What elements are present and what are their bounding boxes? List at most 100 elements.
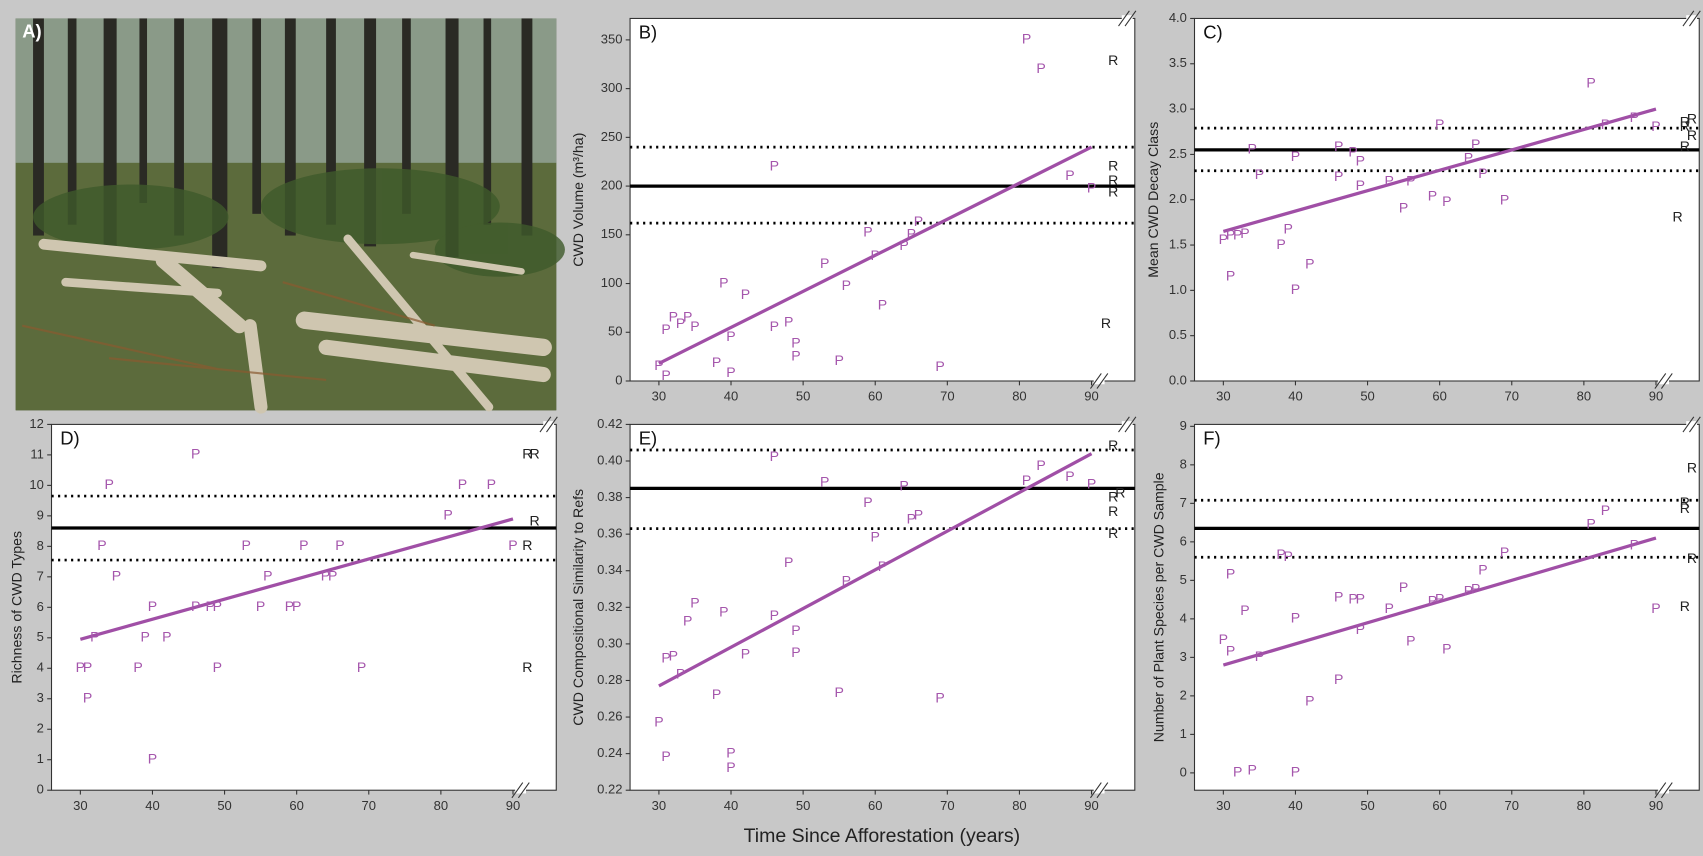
point: P xyxy=(1428,188,1437,204)
point: R xyxy=(1108,172,1118,188)
point: P xyxy=(899,477,908,493)
x-tick-label: 90 xyxy=(1084,798,1098,813)
y-tick-label: 0.24 xyxy=(597,745,622,760)
y-tick-label: 0.0 xyxy=(1169,372,1187,387)
point: P xyxy=(357,659,366,675)
axis-break xyxy=(511,782,524,799)
x-tick-label: 40 xyxy=(724,798,738,813)
x-tick-label: 70 xyxy=(1505,798,1519,813)
point: P xyxy=(661,367,670,383)
x-tick-label: 60 xyxy=(868,389,882,404)
point: P xyxy=(1065,167,1074,183)
point: R xyxy=(1108,503,1118,519)
y-tick-label: 3 xyxy=(37,690,44,705)
point: R xyxy=(1673,209,1683,225)
y-axis-label: Mean CWD Decay Class xyxy=(1145,122,1161,278)
point: P xyxy=(90,629,99,645)
point: P xyxy=(791,347,800,363)
point: P xyxy=(1435,590,1444,606)
y-tick-label: 12 xyxy=(29,416,43,431)
point: R xyxy=(1680,113,1690,129)
axis-break xyxy=(1682,416,1695,433)
point: P xyxy=(1022,472,1031,488)
y-tick-label: 3.0 xyxy=(1169,101,1187,116)
point: P xyxy=(726,364,735,380)
point: P xyxy=(133,659,142,675)
point: P xyxy=(1601,502,1610,518)
point: P xyxy=(1348,590,1357,606)
plot-area xyxy=(50,423,557,791)
x-tick-label: 70 xyxy=(940,389,954,404)
y-tick-label: 9 xyxy=(37,507,44,522)
point: R xyxy=(1687,111,1697,127)
y-tick-label: 2.0 xyxy=(1169,191,1187,206)
point: R xyxy=(1687,550,1697,566)
point: P xyxy=(784,313,793,329)
y-tick-label: 3.5 xyxy=(1169,55,1187,70)
point: P xyxy=(719,604,728,620)
point: P xyxy=(863,494,872,510)
point: P xyxy=(191,446,200,462)
y-axis-label: CWD Volume (m³/ha) xyxy=(570,133,586,267)
axis-break xyxy=(1654,782,1667,799)
point: P xyxy=(1036,60,1045,76)
y-tick-label: 1.0 xyxy=(1169,282,1187,297)
axis-break xyxy=(539,416,552,433)
point: P xyxy=(1226,565,1235,581)
point: P xyxy=(1233,227,1242,243)
point: P xyxy=(292,598,301,614)
x-tick-label: 80 xyxy=(1012,798,1026,813)
point: P xyxy=(935,689,944,705)
point: P xyxy=(1478,165,1487,181)
point: R xyxy=(1108,437,1118,453)
panel-label: D) xyxy=(60,427,79,448)
point: P xyxy=(784,554,793,570)
axis-break xyxy=(1124,10,1137,27)
axis-break xyxy=(1096,373,1109,389)
axis-break xyxy=(1121,421,1133,428)
point: P xyxy=(458,476,467,492)
y-tick-label: 11 xyxy=(30,446,44,461)
x-tick-label: 90 xyxy=(506,798,520,813)
point: P xyxy=(1036,457,1045,473)
point: P xyxy=(1255,648,1264,664)
point: P xyxy=(1428,592,1437,608)
point: R xyxy=(1108,488,1118,504)
x-tick-label: 80 xyxy=(1577,798,1591,813)
point: P xyxy=(741,286,750,302)
axis-break xyxy=(1118,10,1130,27)
y-tick-label: 3 xyxy=(1180,649,1187,664)
axis-break xyxy=(1689,416,1701,433)
point: P xyxy=(1284,548,1293,564)
point: P xyxy=(712,686,721,702)
point: R xyxy=(1108,52,1118,68)
point: P xyxy=(726,759,735,775)
y-tick-label: 6 xyxy=(1180,533,1187,548)
y-tick-label: 4 xyxy=(37,660,44,675)
x-tick-label: 90 xyxy=(1649,389,1663,404)
x-tick-label: 30 xyxy=(652,798,666,813)
y-tick-label: 2.5 xyxy=(1169,146,1187,161)
point: R xyxy=(1687,127,1697,143)
axis-break xyxy=(543,421,555,428)
axis-break xyxy=(1658,377,1670,385)
point: P xyxy=(1630,536,1639,552)
point: P xyxy=(1399,579,1408,595)
point: P xyxy=(83,659,92,675)
y-tick-label: 50 xyxy=(608,324,622,339)
x-tick-label: 30 xyxy=(652,389,666,404)
point: P xyxy=(661,649,670,665)
point: P xyxy=(1276,236,1285,252)
point: P xyxy=(770,607,779,623)
point: P xyxy=(907,510,916,526)
point: P xyxy=(683,613,692,629)
plot-area xyxy=(1193,423,1700,791)
point: P xyxy=(205,598,214,614)
axis-break xyxy=(1121,15,1133,22)
x-tick-label: 60 xyxy=(1432,389,1446,404)
y-tick-label: 0.28 xyxy=(597,672,622,687)
panel-label: F) xyxy=(1203,427,1220,448)
point: P xyxy=(1464,150,1473,166)
point: P xyxy=(213,598,222,614)
